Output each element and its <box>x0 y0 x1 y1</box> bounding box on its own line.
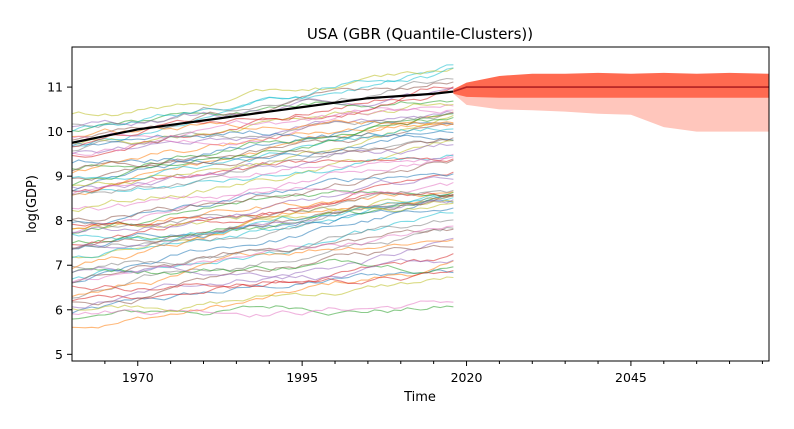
background-series-line <box>71 237 454 309</box>
background-series-line <box>71 194 454 250</box>
background-series-line <box>71 110 454 155</box>
background-series-line <box>71 219 454 270</box>
background-series-line <box>71 67 454 132</box>
background-series-line <box>71 300 454 318</box>
x-tick-label: 1970 <box>122 370 154 385</box>
background-series-line <box>71 103 454 145</box>
y-axis-label: log(GDP) <box>25 175 40 233</box>
highlight-series-line <box>71 90 454 144</box>
y-tick-label: 11 <box>47 80 63 95</box>
y-axis: 5 6 7 8 9 10 11 <box>47 80 72 362</box>
background-series-line <box>71 127 454 180</box>
background-series-line <box>71 191 454 230</box>
background-series-line <box>71 176 454 233</box>
background-series-line <box>71 228 454 284</box>
forecast-inner-band <box>453 72 769 98</box>
background-series-line <box>71 226 454 299</box>
background-series-line <box>71 207 454 250</box>
x-tick-label: 2045 <box>615 370 647 385</box>
forecast-median-line <box>453 86 769 93</box>
background-series-line <box>71 153 454 235</box>
y-tick-label: 8 <box>55 213 63 228</box>
y-tick-label: 7 <box>55 258 63 273</box>
background-series-line <box>71 194 454 249</box>
background-series-line <box>71 195 454 242</box>
background-series-line <box>71 225 454 283</box>
background-series-line <box>71 86 454 148</box>
background-series-line <box>71 244 454 306</box>
background-series-line <box>71 121 454 174</box>
background-series-line <box>71 159 454 222</box>
y-tick-label: 9 <box>55 169 63 184</box>
chart-title: USA (GBR (Quantile-Clusters)) <box>307 25 533 43</box>
background-series-line <box>71 112 454 152</box>
background-series-line <box>71 113 454 186</box>
background-series-line <box>71 253 454 302</box>
y-tick-label: 6 <box>55 302 63 317</box>
background-series-line <box>71 270 454 292</box>
x-tick-label: 2020 <box>451 370 483 385</box>
background-series-line <box>71 171 454 246</box>
x-axis-label: Time <box>403 390 436 405</box>
y-tick-label: 10 <box>47 124 63 139</box>
background-series-line <box>71 199 454 283</box>
background-series-line <box>71 258 454 275</box>
background-series-line <box>71 276 454 313</box>
background-series-line <box>71 140 454 213</box>
x-axis: 1970 1995 2020 2045 <box>104 361 763 385</box>
y-tick-label: 5 <box>55 347 63 362</box>
background-series-line <box>71 239 454 298</box>
forecast-outer-band <box>453 87 769 132</box>
background-series-line <box>71 137 454 172</box>
background-series-line <box>71 156 454 195</box>
plot-area <box>71 64 769 329</box>
background-series-line <box>71 107 454 140</box>
background-series-line <box>71 260 454 329</box>
background-series-line <box>71 130 454 147</box>
background-series-line <box>71 119 454 138</box>
background-series-line <box>71 143 454 190</box>
background-series-line <box>71 189 454 228</box>
background-series-line <box>71 67 454 117</box>
background-series-line <box>71 104 454 156</box>
x-tick-label: 1995 <box>286 370 318 385</box>
plot-frame <box>71 46 770 362</box>
background-series-line <box>71 100 454 132</box>
